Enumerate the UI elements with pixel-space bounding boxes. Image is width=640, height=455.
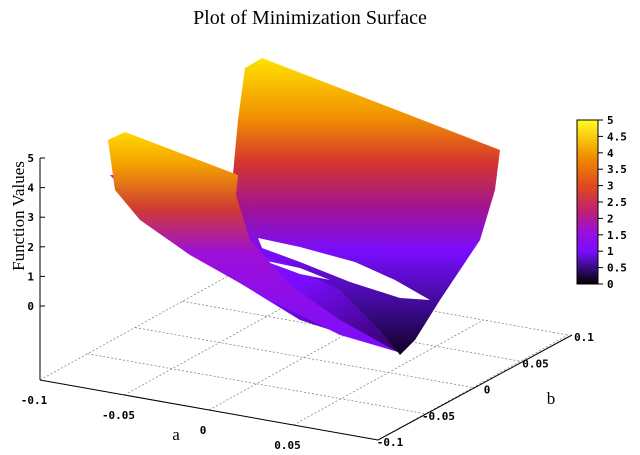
colorbar-tick-label: 0.5	[607, 262, 627, 275]
surface	[108, 58, 500, 355]
y-tick-label: 0.05	[522, 357, 549, 370]
y-tick-label: 0	[484, 384, 491, 397]
surface-gap-2	[262, 260, 330, 280]
surface-gap	[258, 238, 430, 300]
z-tick-label: 4	[27, 182, 34, 195]
x-tick-label: 0	[200, 424, 207, 437]
x-tick-label: -0.05	[102, 409, 135, 422]
colorbar-gradient	[576, 119, 599, 285]
z-axis-label: Function Values	[9, 161, 28, 271]
colorbar-tick-label: 1	[607, 245, 614, 258]
x-tick-label: -0.1	[21, 394, 48, 407]
grid-line-b	[182, 300, 521, 362]
y-axis-label: b	[547, 389, 556, 408]
colorbar-tick-label: 5	[607, 114, 614, 127]
colorbar-tick-label: 1.5	[607, 229, 627, 242]
z-tick-labels: 0 1 2 3 4 5	[27, 152, 45, 313]
colorbar-tick-label: 2	[607, 212, 614, 225]
x-axis-label: a	[172, 425, 180, 444]
y-tick-labels: -0.1 -0.05 0 0.05 0.1	[377, 331, 595, 449]
z-tick-label: 3	[27, 211, 34, 224]
colorbar: 0 0.5 1 1.5 2 2.5 3 3.5 4 4.5 5	[576, 114, 627, 291]
chart-title: Plot of Minimization Surface	[193, 7, 427, 29]
surface-right-wall	[232, 58, 500, 355]
z-tick-label: 0	[27, 300, 34, 313]
z-tick-label: 1	[27, 270, 34, 283]
x-tick-label: 0.05	[274, 439, 301, 452]
z-axis: 0 1 2 3 4 5 Function Values	[9, 152, 45, 380]
surface-left-wall	[108, 132, 398, 352]
y-tick-label: 0.1	[574, 331, 594, 344]
y-tick-label: -0.05	[422, 410, 455, 423]
z-tick-label: 5	[27, 152, 34, 165]
colorbar-tick-label: 4	[607, 147, 614, 160]
colorbar-tick-labels: 0 0.5 1 1.5 2 2.5 3 3.5 4 4.5 5	[598, 114, 627, 291]
grid-line-b	[87, 353, 426, 415]
colorbar-tick-label: 3.5	[607, 163, 627, 176]
z-tick-label: 2	[27, 241, 34, 254]
grid-line-a	[293, 319, 484, 426]
y-tick-label: -0.1	[377, 436, 404, 449]
colorbar-tick-label: 4.5	[607, 130, 627, 143]
colorbar-tick-label: 2.5	[607, 196, 627, 209]
colorbar-tick-label: 3	[607, 180, 614, 193]
grid-line-b	[134, 327, 474, 388]
base-axes	[39, 334, 573, 441]
colorbar-tick-label: 0	[607, 278, 614, 291]
